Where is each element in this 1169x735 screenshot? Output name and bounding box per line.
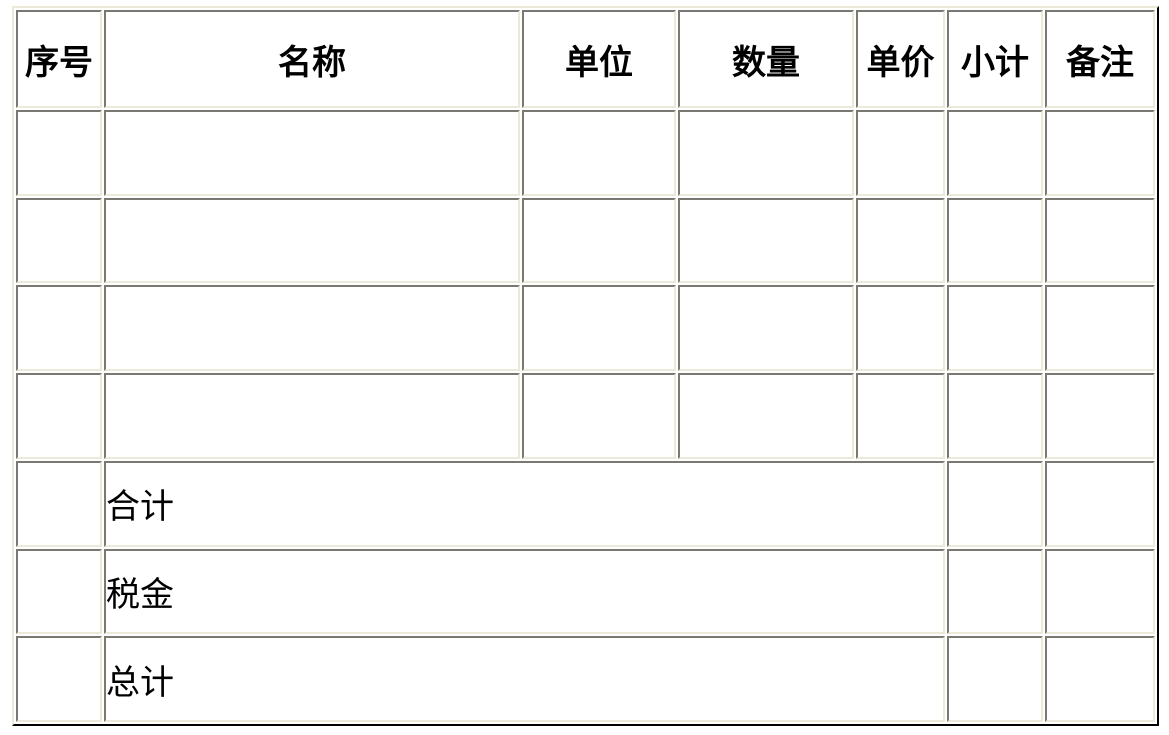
cell-unit-price[interactable] — [856, 285, 945, 372]
cell-remarks[interactable] — [1045, 460, 1155, 547]
cell-quantity[interactable] — [678, 110, 854, 196]
cell-name[interactable] — [104, 285, 520, 372]
table-row — [16, 285, 1155, 372]
cell-name[interactable] — [104, 197, 520, 284]
header-name: 名称 — [104, 10, 520, 108]
cell-quantity[interactable] — [678, 197, 854, 284]
cell-unit[interactable] — [522, 285, 676, 372]
quotation-table: 序号 名称 单位 数量 单价 小计 备注 合计 税金 总计 — [12, 6, 1159, 726]
cell-index[interactable] — [16, 285, 102, 372]
cell-index[interactable] — [16, 548, 102, 635]
cell-index[interactable] — [16, 110, 102, 196]
header-row: 序号 名称 单位 数量 单价 小计 备注 — [16, 10, 1155, 108]
cell-remarks[interactable] — [1045, 548, 1155, 635]
cell-remarks[interactable] — [1045, 285, 1155, 372]
cell-unit[interactable] — [522, 110, 676, 196]
cell-index[interactable] — [16, 636, 102, 722]
cell-unit[interactable] — [522, 197, 676, 284]
table-row — [16, 373, 1155, 459]
header-remarks: 备注 — [1045, 10, 1155, 108]
header-index: 序号 — [16, 10, 102, 108]
table-row — [16, 197, 1155, 284]
cell-subtotal[interactable] — [947, 373, 1043, 459]
cell-remarks[interactable] — [1045, 373, 1155, 459]
cell-remarks[interactable] — [1045, 636, 1155, 722]
summary-label: 总计 — [104, 636, 945, 722]
cell-subtotal[interactable] — [947, 285, 1043, 372]
cell-quantity[interactable] — [678, 285, 854, 372]
cell-subtotal[interactable] — [947, 110, 1043, 196]
cell-unit-price[interactable] — [856, 373, 945, 459]
summary-row: 总计 — [16, 636, 1155, 722]
header-quantity: 数量 — [678, 10, 854, 108]
header-unit: 单位 — [522, 10, 676, 108]
cell-name[interactable] — [104, 110, 520, 196]
cell-remarks[interactable] — [1045, 110, 1155, 196]
cell-index[interactable] — [16, 197, 102, 284]
cell-unit-price[interactable] — [856, 110, 945, 196]
cell-name[interactable] — [104, 373, 520, 459]
cell-subtotal[interactable] — [947, 636, 1043, 722]
cell-unit[interactable] — [522, 373, 676, 459]
cell-index[interactable] — [16, 373, 102, 459]
summary-label: 合计 — [104, 460, 945, 547]
summary-label: 税金 — [104, 548, 945, 635]
summary-row: 税金 — [16, 548, 1155, 635]
header-unit-price: 单价 — [856, 10, 945, 108]
cell-quantity[interactable] — [678, 373, 854, 459]
cell-subtotal[interactable] — [947, 197, 1043, 284]
header-subtotal: 小计 — [947, 10, 1043, 108]
cell-remarks[interactable] — [1045, 197, 1155, 284]
summary-row: 合计 — [16, 460, 1155, 547]
table-row — [16, 110, 1155, 196]
cell-index[interactable] — [16, 460, 102, 547]
cell-subtotal[interactable] — [947, 460, 1043, 547]
cell-unit-price[interactable] — [856, 197, 945, 284]
cell-subtotal[interactable] — [947, 548, 1043, 635]
